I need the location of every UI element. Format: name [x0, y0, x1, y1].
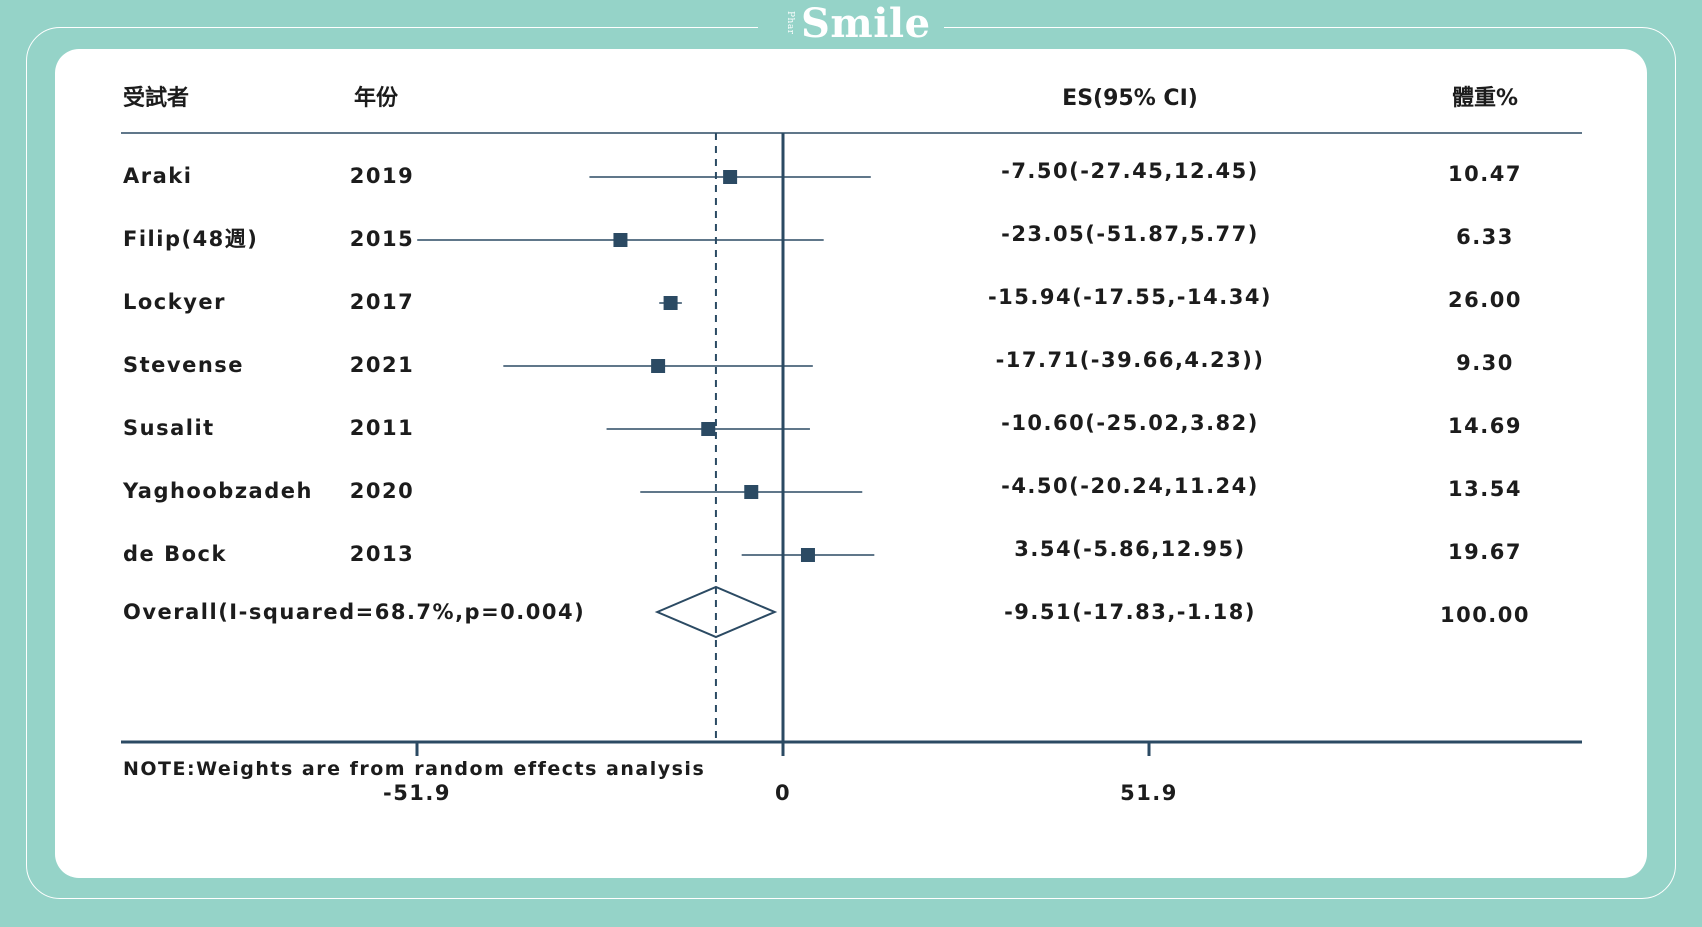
study-year: 2019 [350, 164, 414, 188]
x-tick-label: 0 [775, 781, 791, 805]
overall-diamond [654, 585, 778, 639]
x-tick-label: -51.9 [383, 781, 451, 805]
effect-marker [651, 359, 666, 373]
effect-marker [663, 296, 678, 310]
overall-es-text: -9.51(-17.83,-1.18) [1004, 600, 1256, 624]
study-weight: 10.47 [1448, 162, 1522, 186]
overall-label: Overall(I-squared=68.7%,p=0.004) [123, 600, 585, 624]
study-name: Susalit [123, 416, 215, 440]
overall-row: Overall(I-squared=68.7%,p=0.004) -9.51(-1… [123, 600, 1530, 627]
study-year: 2013 [350, 542, 414, 566]
study-es-text: -4.50(-20.24,11.24) [1001, 474, 1259, 498]
study-year: 2011 [350, 416, 414, 440]
header-weight: 體重% [1452, 85, 1518, 111]
forest-plot: 受試者 年份 ES(95% CI) 體重% Araki 2019 -7.50(-27… [121, 85, 1582, 805]
logo-tag: Phar [785, 11, 795, 35]
study-name: de Bock [123, 542, 227, 566]
study-weight: 13.54 [1448, 477, 1522, 501]
study-es-text: -23.05(-51.87,5.77) [1001, 222, 1259, 246]
study-row: Lockyer 2017 -15.94(-17.55,-14.34) 26.00 [123, 285, 1522, 314]
plot-marks [417, 133, 875, 742]
study-weight: 14.69 [1448, 414, 1522, 438]
x-tick-label: 51.9 [1120, 781, 1178, 805]
study-rows: Araki 2019 -7.50(-27.45,12.45) 10.47 Filip(4… [122, 159, 1530, 627]
study-name: Stevense [123, 353, 244, 377]
study-es-text: -7.50(-27.45,12.45) [1001, 159, 1259, 183]
overall-weight: 100.00 [1440, 603, 1530, 627]
study-row: Susalit 2011 -10.60(-25.02,3.82) 14.69 [123, 411, 1522, 440]
chart-card: 受試者 年份 ES(95% CI) 體重% Araki 2019 -7.50(-27… [55, 49, 1647, 878]
study-name: Araki [123, 164, 192, 188]
header-es: ES(95% CI) [1062, 86, 1198, 111]
study-es-text: -10.60(-25.02,3.82) [1001, 411, 1259, 435]
study-name: Yaghoobzadeh [122, 479, 313, 503]
study-row: Filip(48週) 2015 -23.05(-51.87,5.77) 6.33 [123, 222, 1514, 251]
study-year: 2017 [350, 290, 414, 314]
effect-marker [723, 170, 738, 184]
effect-marker [613, 233, 628, 247]
effect-marker [800, 548, 815, 562]
effect-marker [744, 485, 759, 499]
study-es-text: 3.54(-5.86,12.95) [1014, 537, 1245, 561]
study-year: 2021 [350, 353, 414, 377]
study-name: Lockyer [123, 290, 226, 314]
study-weight: 6.33 [1456, 225, 1514, 249]
study-row: Stevense 2021 -17.71(-39.66,4.23)) 9.30 [123, 348, 1514, 377]
study-name: Filip(48週) [123, 227, 258, 251]
study-weight: 19.67 [1448, 540, 1522, 564]
study-weight: 9.30 [1456, 351, 1514, 375]
study-row: Yaghoobzadeh 2020 -4.50(-20.24,11.24) 13.54 [122, 474, 1522, 503]
study-es-text: -15.94(-17.55,-14.34) [988, 285, 1272, 309]
study-weight: 26.00 [1448, 288, 1522, 312]
x-axis: -51.9 0 51.9 [121, 740, 1582, 805]
study-row: de Bock 2013 3.54(-5.86,12.95) 19.67 [123, 537, 1522, 566]
effect-marker [701, 422, 716, 436]
study-year: 2020 [350, 479, 414, 503]
header-year: 年份 [354, 85, 399, 111]
study-es-text: -17.71(-39.66,4.23)) [996, 348, 1265, 372]
logo-wordmark: Smile [801, 0, 931, 47]
study-row: Araki 2019 -7.50(-27.45,12.45) 10.47 [123, 159, 1522, 188]
study-year: 2015 [350, 227, 414, 251]
logo [758, 2, 944, 52]
note-text: NOTE:Weights are from random effects ana… [123, 758, 705, 780]
header-study: 受試者 [123, 85, 189, 111]
